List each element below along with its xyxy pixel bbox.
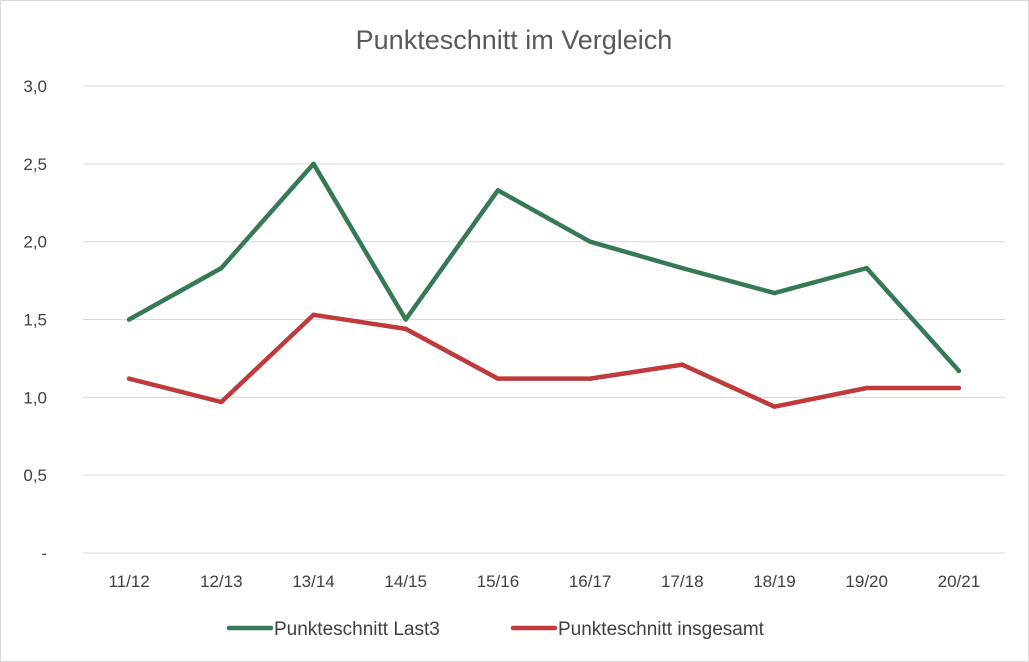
series-2 — [126, 312, 962, 409]
x-axis-ticks: 11/12 12/13 13/14 14/15 15/16 16/17 17/18 18/19… — [108, 572, 980, 591]
data-point — [956, 368, 962, 374]
x-tick-label: 18/19 — [753, 572, 796, 591]
x-tick-label: 11/12 — [108, 572, 149, 591]
x-tick-label: 15/16 — [477, 572, 520, 591]
y-tick-label: 0,5 — [23, 466, 47, 485]
data-point — [587, 376, 593, 381]
data-point — [864, 385, 869, 391]
y-tick-label: 1,0 — [23, 388, 47, 407]
y-tick-label: 2,5 — [23, 155, 47, 174]
x-tick-label: 13/14 — [292, 572, 335, 591]
y-axis-ticks: - 0,5 1,0 1,5 2,0 2,5 3,0 — [23, 77, 47, 563]
data-point — [311, 161, 316, 167]
data-point — [864, 265, 869, 271]
data-point — [126, 317, 132, 322]
data-point — [772, 404, 777, 409]
x-tick-label: 12/13 — [200, 572, 243, 591]
y-tick-label: 3,0 — [23, 77, 47, 96]
data-point — [495, 188, 501, 193]
x-tick-label: 19/20 — [845, 572, 888, 591]
x-tick-label: 17/18 — [661, 572, 704, 591]
legend-label: Punkteschnitt insgesamt — [558, 619, 765, 640]
data-point — [311, 312, 316, 318]
legend-item: Punkteschnitt Last3 — [226, 619, 440, 640]
y-tick-label: 2,0 — [23, 233, 47, 252]
series-line — [126, 312, 962, 409]
series-1 — [126, 161, 962, 374]
data-point — [219, 265, 224, 271]
legend-item: Punkteschnitt insgesamt — [510, 619, 765, 640]
data-point — [680, 265, 685, 271]
data-point — [587, 239, 593, 244]
chart-title: Punkteschnitt im Vergleich — [356, 25, 673, 55]
series-line — [126, 161, 962, 374]
x-tick-label: 14/15 — [384, 572, 427, 591]
legend: Punkteschnitt Last3 Punkteschnitt insgesa… — [226, 619, 765, 640]
legend-label: Punkteschnitt Last3 — [274, 619, 440, 640]
data-point — [126, 376, 132, 381]
x-tick-label: 20/21 — [938, 572, 981, 591]
gridlines — [83, 85, 1005, 554]
data-point — [680, 362, 685, 367]
series-layer — [126, 161, 962, 409]
x-tick-label: 16/17 — [569, 572, 612, 591]
data-point — [772, 290, 777, 296]
data-point — [219, 399, 224, 405]
data-point — [403, 317, 408, 322]
y-tick-label: 1,5 — [23, 311, 47, 330]
data-point — [495, 376, 501, 381]
data-point — [956, 385, 962, 391]
y-tick-label: - — [41, 544, 47, 563]
data-point — [403, 326, 408, 332]
